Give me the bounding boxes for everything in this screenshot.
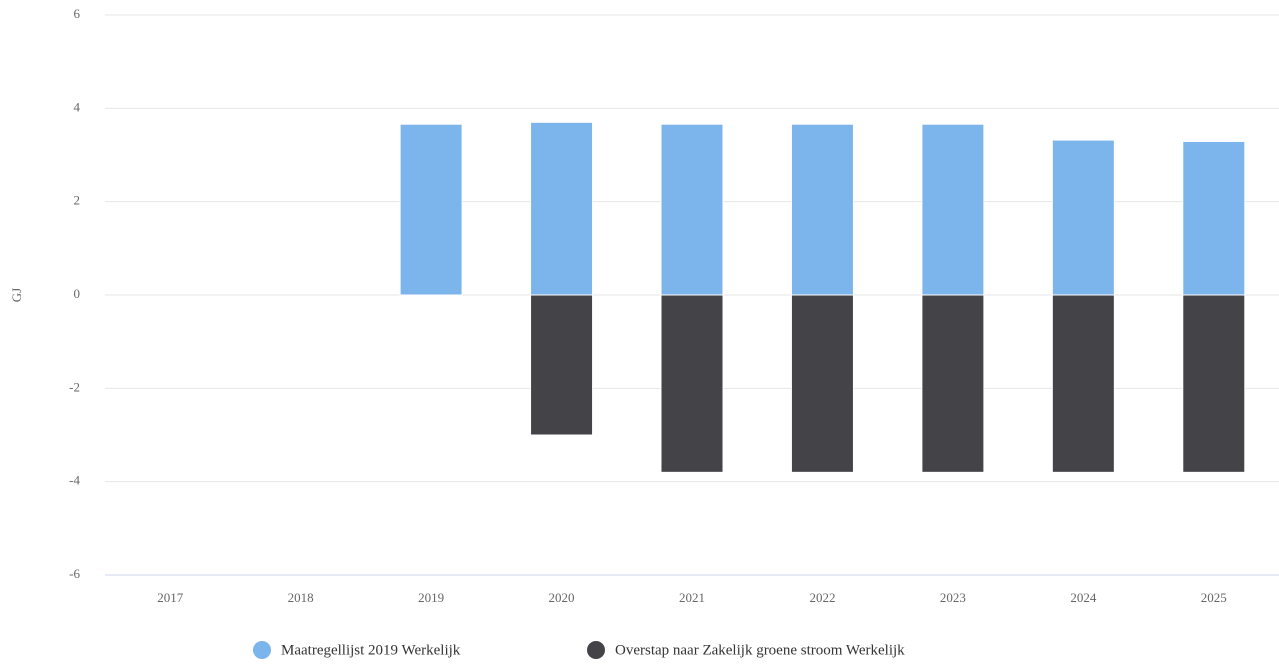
x-tick-label: 2017	[157, 590, 184, 605]
y-axis-label: GJ	[9, 288, 24, 302]
y-tick-label: 4	[74, 99, 81, 114]
y-tick-label: -6	[69, 566, 80, 581]
legend-marker	[587, 641, 605, 659]
bar	[790, 294, 854, 473]
bar	[530, 294, 594, 436]
y-tick-label: 0	[74, 286, 81, 301]
y-tick-label: 2	[74, 193, 81, 208]
bar	[1051, 294, 1115, 473]
bar	[530, 121, 594, 296]
bar	[660, 294, 724, 473]
x-tick-label: 2018	[288, 590, 314, 605]
x-tick-label: 2023	[940, 590, 966, 605]
x-tick-label: 2022	[809, 590, 835, 605]
legend-label: Overstap naar Zakelijk groene stroom Wer…	[615, 642, 905, 658]
legend-label: Maatregellijst 2019 Werkelijk	[281, 642, 461, 658]
legend: Maatregellijst 2019 Werkelijk Overstap na…	[253, 641, 905, 659]
x-tick-label: 2021	[679, 590, 705, 605]
x-tick-label: 2024	[1070, 590, 1097, 605]
x-tick-label: 2019	[418, 590, 444, 605]
bar	[660, 123, 724, 296]
y-tick-label: 6	[74, 6, 81, 21]
bar	[1051, 139, 1115, 296]
bar	[1182, 294, 1246, 473]
bar	[1182, 140, 1246, 296]
bar	[921, 123, 985, 296]
y-tick-label: -2	[69, 379, 80, 394]
bar	[921, 294, 985, 473]
x-tick-label: 2025	[1201, 590, 1227, 605]
y-tick-label: -4	[69, 473, 80, 488]
x-tick-label: 2020	[549, 590, 575, 605]
bar	[790, 123, 854, 296]
legend-marker	[253, 641, 271, 659]
bar	[399, 123, 463, 296]
